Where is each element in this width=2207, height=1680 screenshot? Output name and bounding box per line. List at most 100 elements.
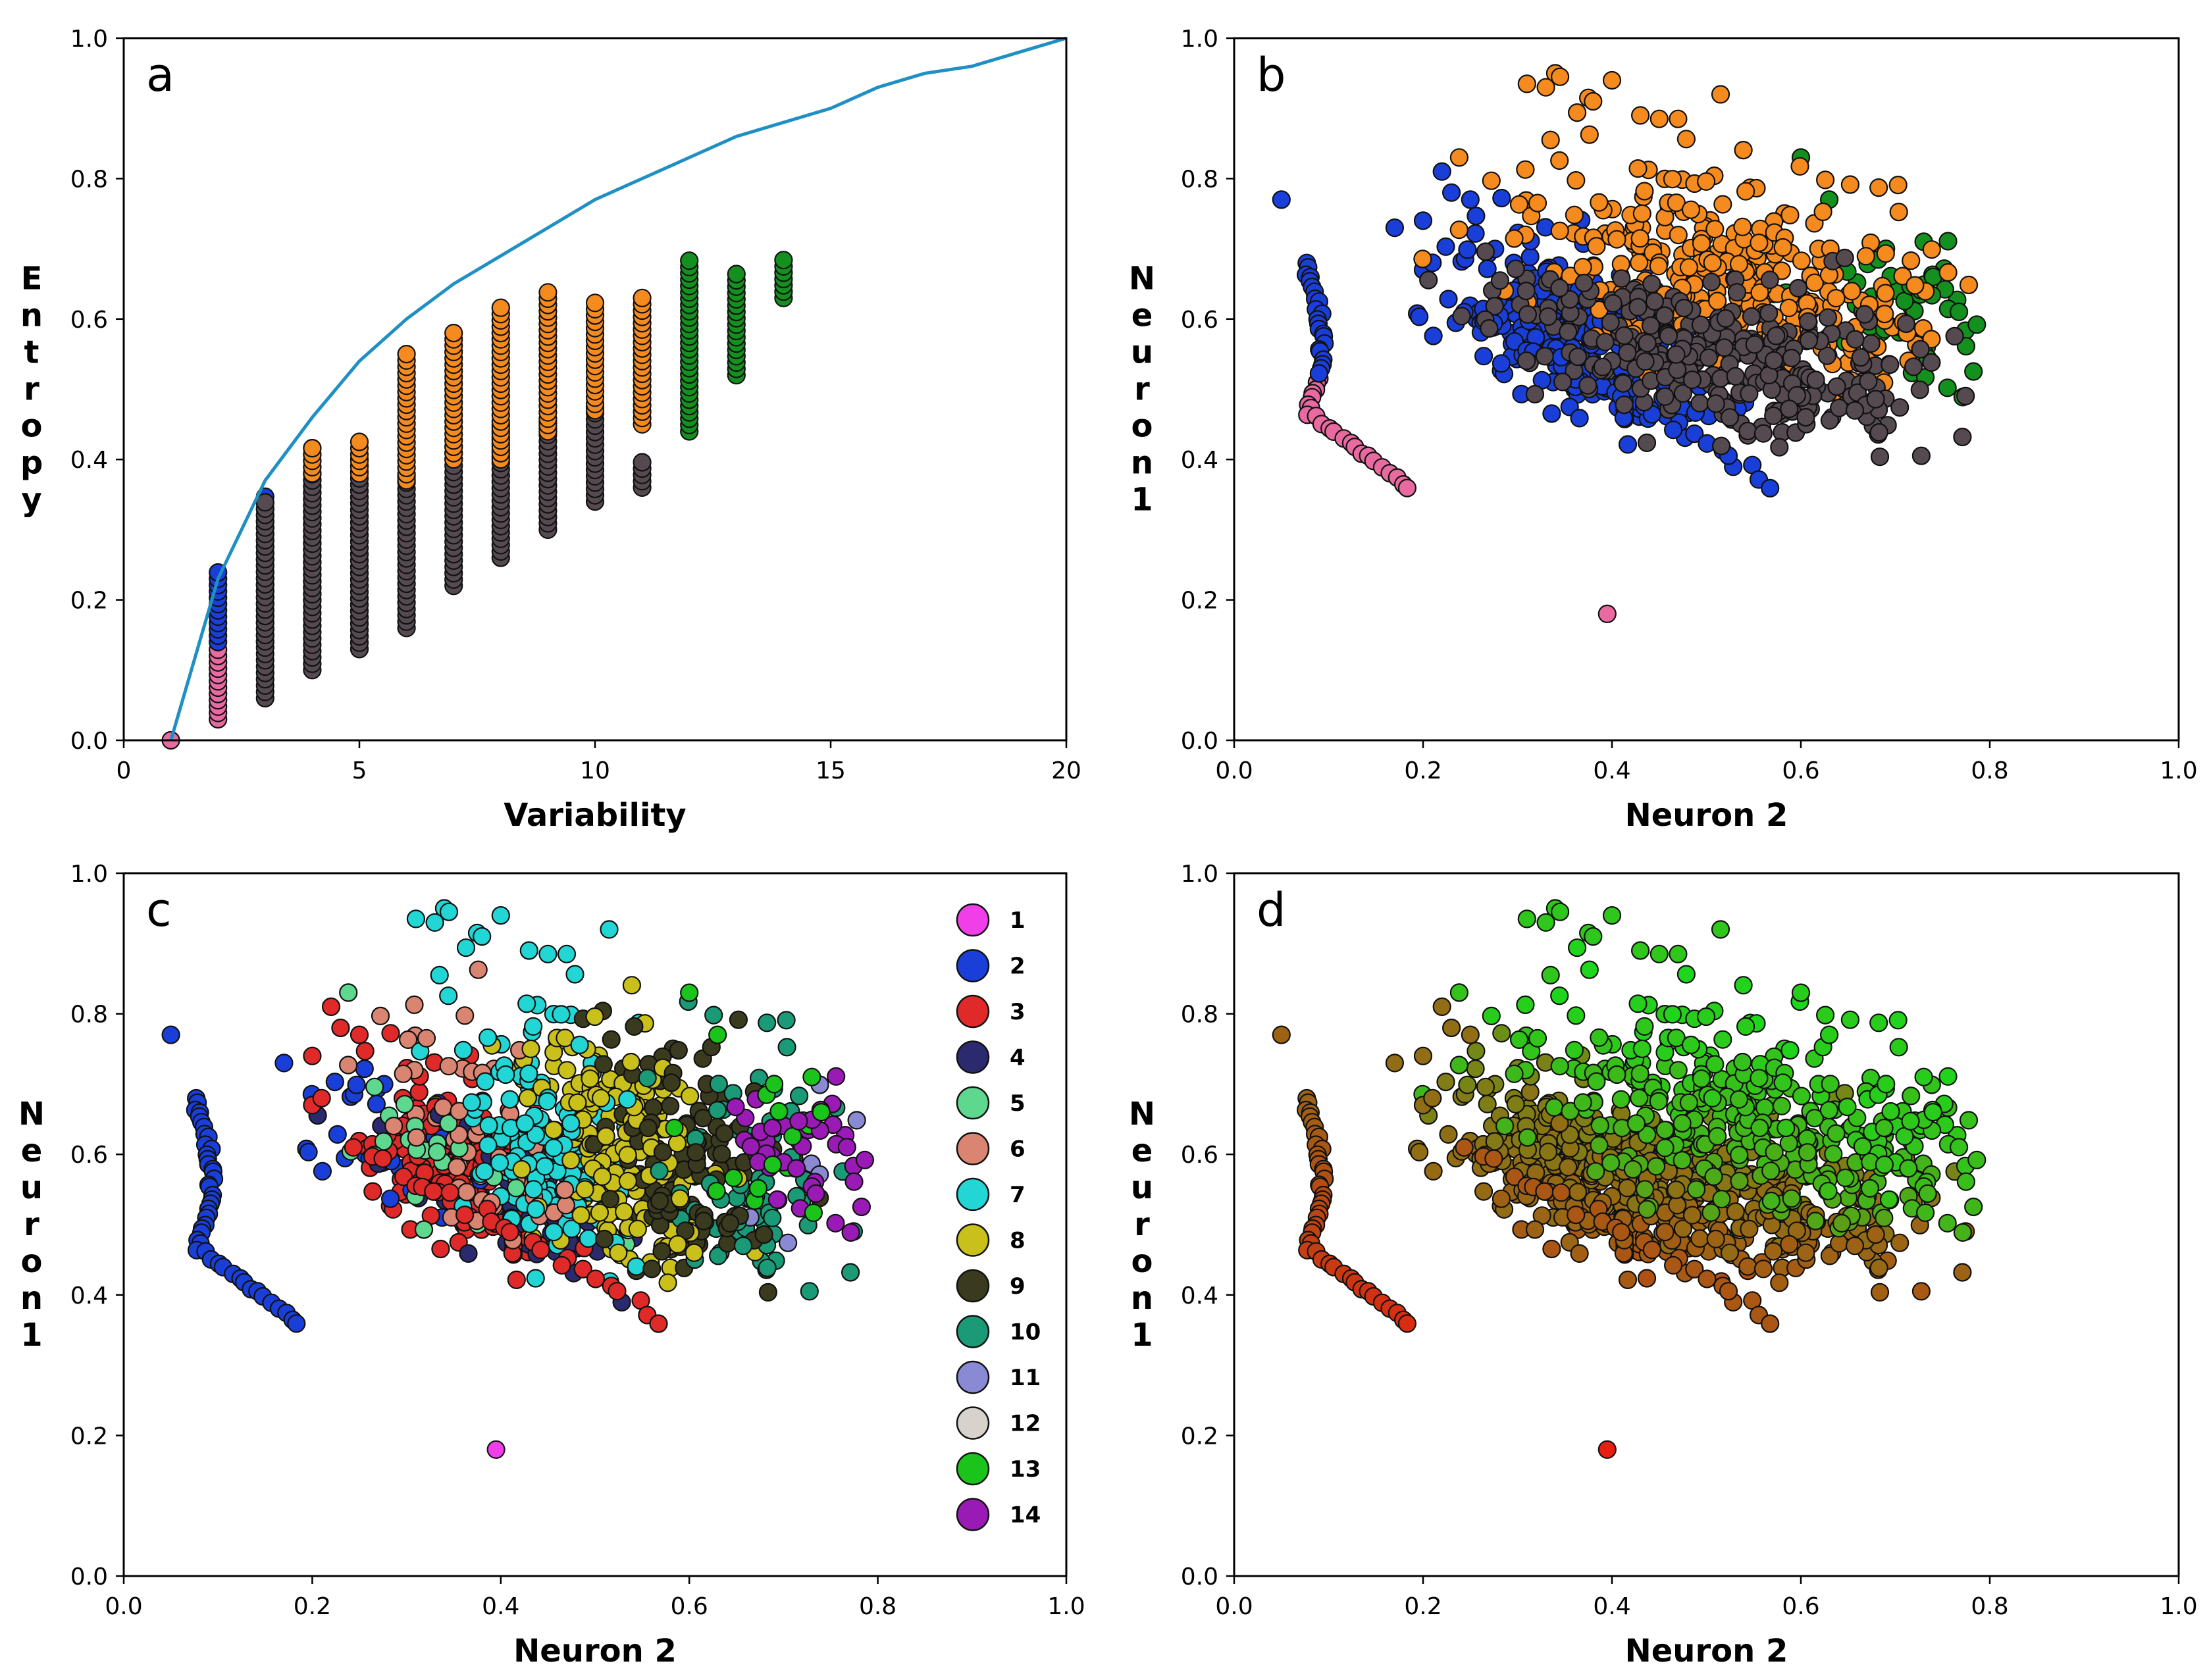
data-point [1602, 905, 1622, 925]
data-point [1869, 178, 1888, 197]
data-point [1536, 78, 1555, 97]
data-point [523, 1017, 543, 1036]
data-point [1750, 283, 1769, 302]
y-axis-label-char: n [1131, 445, 1153, 482]
data-point [1490, 271, 1509, 290]
data-point [1713, 1030, 1732, 1049]
y-axis-label-char: o [1131, 1243, 1153, 1280]
data-point [1669, 944, 1688, 963]
y-tick-label: 0.4 [70, 1283, 108, 1310]
data-point [1455, 1138, 1474, 1157]
data-point [1506, 259, 1525, 278]
data-point [1452, 307, 1471, 326]
data-point [1845, 1236, 1865, 1256]
data-point [1628, 159, 1648, 178]
data-point [1690, 1229, 1709, 1248]
data-point-gray [633, 453, 652, 472]
data-point [1551, 902, 1570, 921]
data-point [1910, 380, 1929, 399]
data-point [1567, 1006, 1586, 1025]
data-point [1569, 1183, 1588, 1202]
legend-marker [956, 1452, 990, 1486]
data-point [826, 1213, 845, 1233]
data-point [1827, 289, 1846, 308]
data-point [767, 1190, 787, 1209]
data-point [1675, 299, 1694, 318]
y-tick-label: 0.4 [1181, 447, 1218, 474]
data-point [526, 1125, 546, 1144]
data-point [1565, 205, 1584, 224]
data-point-green [680, 251, 699, 270]
y-tick-label: 0.2 [1181, 588, 1218, 615]
data-point [1413, 249, 1432, 268]
data-point [1759, 303, 1779, 322]
data-point [1590, 193, 1609, 212]
x-tick-label: 0 [117, 757, 132, 784]
data-point [1439, 1125, 1458, 1144]
data-point [852, 1197, 871, 1217]
legend-item-11: 11 [956, 1360, 1041, 1394]
data-point [325, 1072, 344, 1092]
data-point [1567, 1205, 1586, 1225]
data-point [1698, 1269, 1717, 1288]
data-point [1309, 364, 1329, 383]
data-point [1587, 237, 1606, 256]
data-point [1480, 319, 1499, 338]
data-point [1659, 326, 1678, 345]
data-point [1890, 1233, 1909, 1252]
data-point [161, 1025, 180, 1044]
data-point [1922, 240, 1941, 259]
data-point [1705, 1055, 1725, 1074]
x-tick-label: 0.2 [1404, 757, 1441, 784]
data-point [1796, 407, 1815, 427]
data-point [384, 1116, 403, 1136]
data-point [1733, 217, 1752, 236]
data-point [1959, 275, 1979, 295]
data-point [618, 1171, 638, 1190]
x-tick-label: 15 [816, 757, 846, 784]
x-tick-label: 0.6 [1782, 1593, 1819, 1620]
data-point [1631, 106, 1650, 125]
data-point [371, 1006, 390, 1026]
data-point [521, 1039, 540, 1059]
data-point [1702, 272, 1721, 292]
data-point [1703, 1088, 1722, 1107]
data-point-gray [255, 493, 274, 512]
data-point [1520, 247, 1540, 267]
data-point-green [774, 251, 793, 270]
data-point [1642, 1240, 1661, 1260]
data-point [469, 960, 488, 979]
data-point [312, 1088, 331, 1107]
data-point [1703, 253, 1722, 272]
data-point [350, 1025, 369, 1044]
data-point [1855, 305, 1874, 324]
data-point [777, 1038, 796, 1057]
data-point [1573, 257, 1592, 277]
data-point [1889, 203, 1908, 222]
data-point [1518, 305, 1537, 324]
data-point [789, 1111, 808, 1131]
data-point [1593, 357, 1612, 376]
data-point [1419, 270, 1438, 290]
data-point [802, 1067, 821, 1086]
data-point [1708, 292, 1727, 311]
y-axis-label-char: o [21, 408, 43, 445]
data-point [1817, 346, 1836, 365]
y-tick-label: 0.2 [70, 1423, 108, 1450]
y-axis-label-char: r [24, 371, 39, 408]
data-point [1729, 1090, 1749, 1109]
data-point [1911, 446, 1931, 465]
data-point [1697, 1007, 1716, 1027]
data-point [1799, 331, 1819, 350]
data-point [1631, 941, 1650, 960]
data-point [1637, 1269, 1657, 1288]
data-point [1824, 1144, 1843, 1163]
data-point [1736, 182, 1755, 201]
data-point [758, 1283, 778, 1302]
data-point [1542, 404, 1561, 423]
data-point [1632, 1039, 1651, 1059]
data-point [552, 1256, 571, 1275]
data-point [579, 1229, 598, 1248]
y-axis-label-char: 1 [1131, 1317, 1153, 1354]
